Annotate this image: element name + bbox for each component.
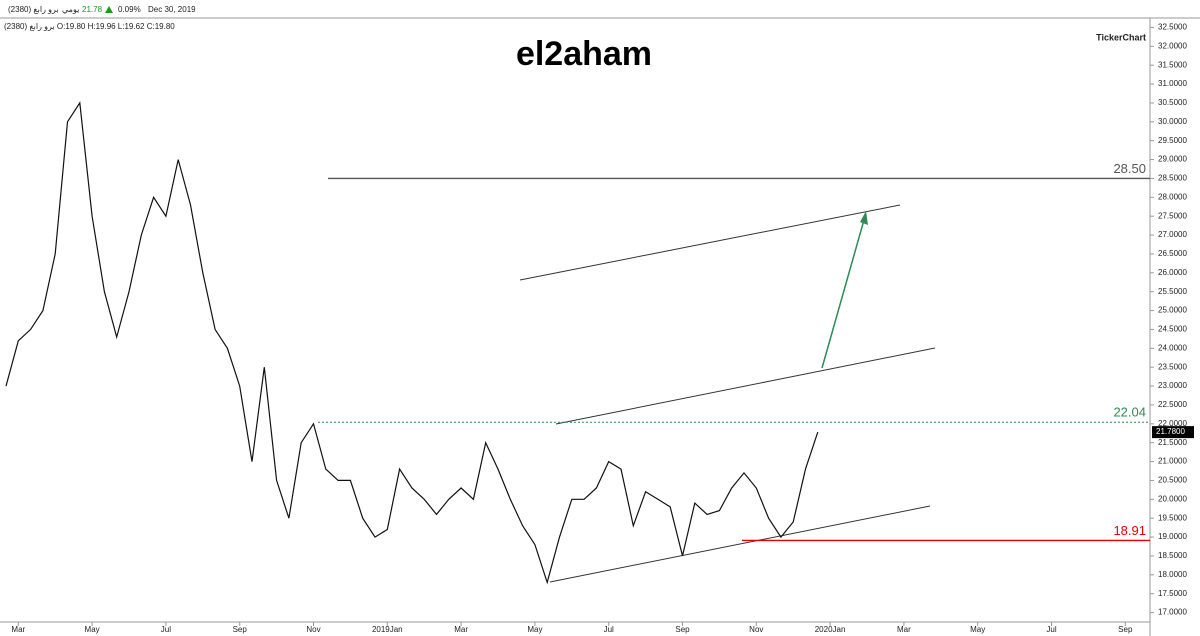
x-tick-label: Sep: [675, 625, 690, 634]
y-tick-label: 25.0000: [1158, 306, 1187, 315]
y-tick-label: 17.5000: [1158, 589, 1187, 598]
y-tick-label: 29.0000: [1158, 155, 1187, 164]
y-tick-label: 26.5000: [1158, 249, 1187, 258]
y-tick-label: 32.0000: [1158, 41, 1187, 50]
target-arrow: [821, 219, 865, 369]
period: يومي: [62, 5, 79, 14]
y-tick-label: 20.0000: [1158, 494, 1187, 503]
y-tick-label: 22.5000: [1158, 400, 1187, 409]
arrow-head: [860, 211, 868, 225]
trend-line: [549, 505, 931, 583]
y-tick-label: 23.0000: [1158, 381, 1187, 390]
y-tick-label: 25.5000: [1158, 287, 1187, 296]
y-tick-label: 19.0000: [1158, 532, 1187, 541]
x-tick-label: 2020Jan: [815, 625, 846, 634]
y-tick-label: 30.0000: [1158, 117, 1187, 126]
level-label: 22.04: [1113, 405, 1146, 420]
y-tick-label: 17.0000: [1158, 608, 1187, 617]
trend-line: [555, 347, 936, 425]
x-tick-label: Sep: [1118, 625, 1133, 634]
y-tick-label: 27.0000: [1158, 230, 1187, 239]
y-tick-label: 27.5000: [1158, 211, 1187, 220]
x-tick-label: 2019Jan: [372, 625, 403, 634]
ohlc: برو رابغ (2380) O:19.80 H:19.96 L:19.62 …: [4, 22, 175, 31]
x-tick-label: May: [85, 625, 100, 634]
y-tick-label: 22.0000: [1158, 419, 1187, 428]
trend-line: [519, 204, 901, 281]
y-tick-label: 24.0000: [1158, 343, 1187, 352]
y-tick-label: 18.5000: [1158, 551, 1187, 560]
last: 21.78: [82, 5, 103, 14]
up-arrow: [105, 6, 113, 13]
x-tick-label: May: [527, 625, 542, 634]
x-tick-label: Jul: [161, 625, 171, 634]
x-tick-label: Nov: [306, 625, 320, 634]
x-tick-label: Jul: [1046, 625, 1056, 634]
level-label: 28.50: [1113, 161, 1146, 176]
y-tick-label: 21.0000: [1158, 457, 1187, 466]
x-tick-label: Mar: [11, 625, 25, 634]
y-tick-label: 23.5000: [1158, 362, 1187, 371]
y-tick-label: 28.0000: [1158, 192, 1187, 201]
x-tick-label: Mar: [454, 625, 468, 634]
x-tick-label: Nov: [749, 625, 763, 634]
y-tick-label: 20.5000: [1158, 476, 1187, 485]
y-tick-label: 24.5000: [1158, 325, 1187, 334]
change: 0.09%: [118, 5, 141, 14]
y-tick-label: 29.5000: [1158, 136, 1187, 145]
x-tick-label: Sep: [233, 625, 248, 634]
y-tick-label: 30.5000: [1158, 98, 1187, 107]
brand: TickerChart: [1096, 32, 1146, 42]
last-price-label: 21.7800: [1156, 427, 1185, 436]
y-tick-label: 28.5000: [1158, 174, 1187, 183]
level-label: 18.91: [1113, 523, 1146, 538]
symbol: برو رابغ (2380): [8, 5, 59, 14]
last-price-tag: [1152, 426, 1194, 439]
date: Dec 30, 2019: [148, 5, 196, 14]
x-tick-label: Jul: [604, 625, 614, 634]
y-tick-label: 18.0000: [1158, 570, 1187, 579]
y-tick-label: 19.5000: [1158, 513, 1187, 522]
y-tick-label: 26.0000: [1158, 268, 1187, 277]
y-tick-label: 31.0000: [1158, 79, 1187, 88]
y-tick-label: 32.5000: [1158, 23, 1187, 32]
y-tick-label: 21.5000: [1158, 438, 1187, 447]
y-tick-label: 31.5000: [1158, 60, 1187, 69]
x-tick-label: May: [970, 625, 985, 634]
x-tick-label: Mar: [897, 625, 911, 634]
price-line: [5, 101, 819, 585]
chart-title: el2aham: [516, 35, 652, 73]
